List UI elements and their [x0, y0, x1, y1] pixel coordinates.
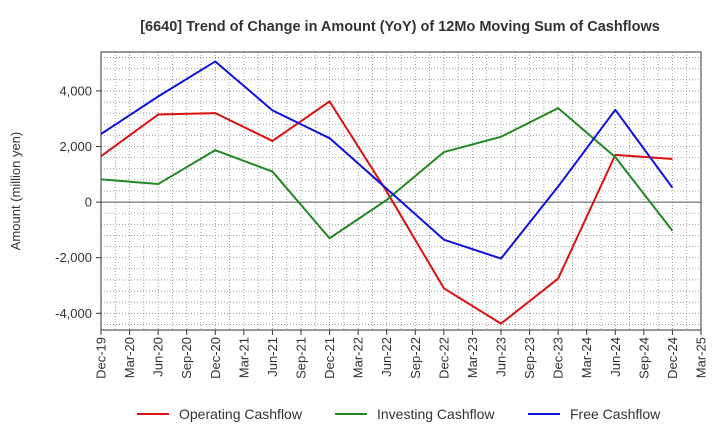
x-tick-label: Dec-19: [94, 337, 109, 379]
free-cashflow-line: [100, 60, 674, 260]
y-axis-label: Amount (million yen): [8, 132, 23, 251]
x-tick-label: Mar-22: [351, 337, 366, 378]
x-tick-label: Dec-20: [208, 337, 223, 379]
x-tick-label: Mar-25: [694, 337, 709, 378]
x-tick-label: Dec-23: [551, 337, 566, 379]
x-tick-label: Mar-20: [122, 337, 137, 378]
y-tick-label: -2,000: [55, 250, 92, 265]
x-tick-label: Sep-22: [408, 337, 423, 379]
operating-cashflow-line: [100, 100, 673, 325]
y-tick-label: -4,000: [55, 306, 92, 321]
y-tick-label: 4,000: [59, 83, 92, 98]
x-tick-label: Mar-21: [236, 337, 251, 378]
x-tick-label: Mar-23: [465, 337, 480, 378]
x-tick-label: Jun-23: [494, 337, 509, 377]
x-tick-label: Sep-24: [636, 337, 651, 379]
x-tick-label: Jun-20: [151, 337, 166, 377]
x-tick-label: Jun-22: [379, 337, 394, 377]
legend-label-operating-cashflow: Operating Cashflow: [179, 406, 303, 422]
chart-title: [6640] Trend of Change in Amount (YoY) o…: [140, 19, 660, 35]
x-tick-label: Sep-20: [179, 337, 194, 379]
investing-cashflow-line: [100, 107, 674, 240]
x-tick-label: Dec-22: [436, 337, 451, 379]
x-tick-label: Mar-24: [579, 337, 594, 378]
y-tick-label: 2,000: [59, 139, 92, 154]
y-tick-label: 0: [85, 195, 92, 210]
legend: Operating Cashflow Investing Cashflow Free…: [137, 406, 661, 422]
x-tick-label: Jun-24: [608, 337, 623, 377]
legend-label-free-cashflow: Free Cashflow: [570, 406, 661, 422]
plot-area: -4,000 -2,000 0 2,000 4,000 Dec-19 Mar-20 Jun-2…: [55, 51, 709, 379]
x-tick-label: Sep-21: [294, 337, 309, 379]
x-tick-label: Sep-23: [522, 337, 537, 379]
x-tick-label: Dec-24: [665, 337, 680, 379]
x-tick-label: Dec-21: [322, 337, 337, 379]
legend-label-investing-cashflow: Investing Cashflow: [377, 406, 495, 422]
plot-frame: [100, 51, 702, 331]
x-tick-label: Jun-21: [265, 337, 280, 377]
